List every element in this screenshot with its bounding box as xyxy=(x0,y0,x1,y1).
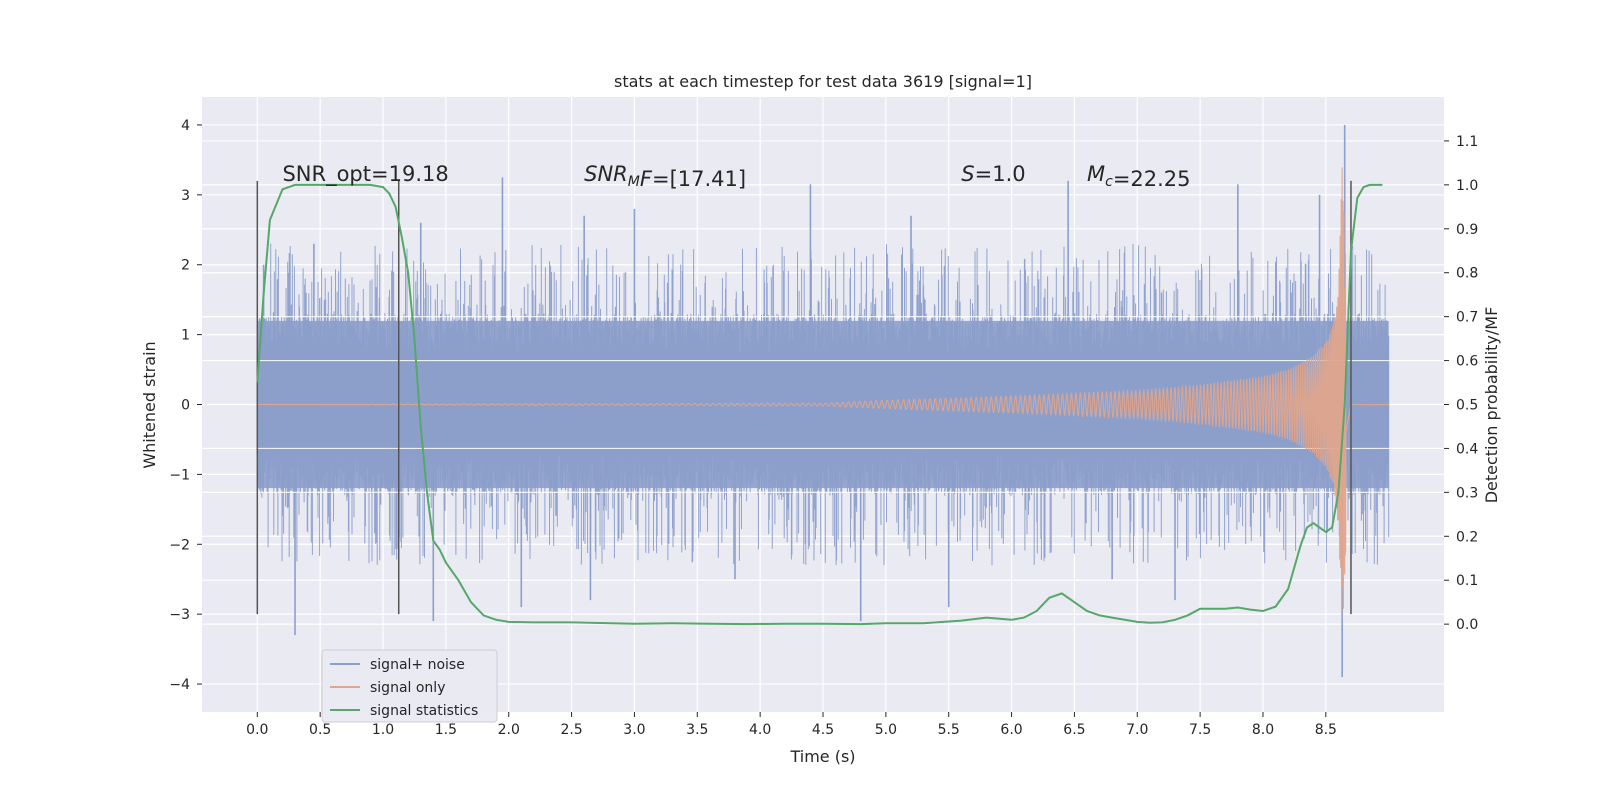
y-left-tick-label: −1 xyxy=(169,467,190,483)
y-right-tick-label: 0.4 xyxy=(1456,441,1478,457)
x-tick-label: 1.5 xyxy=(435,722,457,738)
annotation-0: SNR_opt=19.18 xyxy=(282,162,448,187)
y-right-axis-ticks: 1.1 1.0 0.9 0.8 0.7 0.6 0.5 0.4 0.3 0.2 0.1 0.0 xyxy=(1444,134,1478,633)
annotation-value: =[17.41] xyxy=(652,167,746,191)
y-right-tick-label: 1.0 xyxy=(1456,178,1478,194)
signal-series xyxy=(257,167,1389,618)
legend-box xyxy=(321,649,498,723)
x-tick-label: 5.0 xyxy=(875,722,897,738)
y-right-tick-label: 0.1 xyxy=(1456,573,1478,589)
x-tick-label: 3.0 xyxy=(623,722,645,738)
x-tick-label: 6.5 xyxy=(1063,722,1085,738)
y-left-tick-label: −4 xyxy=(169,677,190,693)
y-left-tick-label: −3 xyxy=(169,607,190,623)
annotation-symbol: S xyxy=(961,162,974,186)
y-right-axis-label: Detection probability/MF xyxy=(1482,307,1501,504)
legend-label: signal statistics xyxy=(370,703,478,719)
y-right-tick-label: 0.0 xyxy=(1456,617,1478,633)
annotations: SNR_opt=19.18 SNRMF=[17.41] S=1.0 Mc=22.25 xyxy=(282,162,1190,191)
annotation-symbol: SNR xyxy=(584,162,628,186)
y-left-axis-label: Whitened strain xyxy=(140,341,159,468)
y-left-axis-ticks: 4 3 2 1 0 −1 −2 −3 −4 xyxy=(169,118,202,693)
annotation-value: =1.0 xyxy=(975,162,1026,186)
x-tick-label: 8.0 xyxy=(1252,722,1274,738)
x-axis-label: Time (s) xyxy=(789,747,855,766)
y-right-tick-label: 0.3 xyxy=(1456,485,1478,501)
x-tick-label: 1.0 xyxy=(372,722,394,738)
annotation-1: SNRMF=[17.41] xyxy=(584,162,746,191)
x-tick-label: 2.0 xyxy=(498,722,520,738)
x-tick-label: 0.5 xyxy=(309,722,331,738)
signal-trace xyxy=(257,167,1389,618)
y-left-tick-label: 1 xyxy=(181,328,190,344)
y-right-tick-label: 0.8 xyxy=(1456,266,1478,282)
annotation-text: SNR_opt=19.18 xyxy=(282,162,448,187)
x-axis-ticks: 0.0 0.5 1.0 1.5 2.0 2.5 3.0 3.5 4.0 4.5 5.0 5.5 6.0 6… xyxy=(246,712,1337,738)
y-left-tick-label: −2 xyxy=(169,537,190,553)
annotation-subscript: c xyxy=(1105,174,1113,190)
stat-series xyxy=(256,183,1383,626)
y-right-tick-label: 0.5 xyxy=(1456,398,1478,414)
annotation-2: S=1.0 xyxy=(961,162,1025,186)
y-left-tick-label: 0 xyxy=(181,398,190,414)
x-tick-label: 0.0 xyxy=(246,722,268,738)
annotation-value: =22.25 xyxy=(1113,167,1191,191)
x-tick-label: 2.5 xyxy=(560,722,582,738)
legend-label: signal only xyxy=(370,680,445,696)
x-tick-label: 7.0 xyxy=(1126,722,1148,738)
y-right-tick-label: 0.2 xyxy=(1456,529,1478,545)
y-right-tick-label: 0.7 xyxy=(1456,310,1478,326)
legend: signal+ noise signal only signal statistic… xyxy=(321,649,498,723)
y-left-tick-label: 2 xyxy=(181,258,190,274)
y-left-tick-label: 4 xyxy=(181,118,190,134)
x-tick-label: 8.5 xyxy=(1315,722,1337,738)
y-right-tick-label: 0.9 xyxy=(1456,222,1478,238)
x-tick-label: 7.5 xyxy=(1189,722,1211,738)
y-right-tick-label: 1.1 xyxy=(1456,134,1478,150)
annotation-3: Mc=22.25 xyxy=(1087,162,1191,191)
annotation-symbol-suffix: F xyxy=(640,167,653,191)
legend-label: signal+ noise xyxy=(370,657,465,673)
y-left-tick-label: 3 xyxy=(181,188,190,204)
annotation-symbol: M xyxy=(1087,162,1105,186)
x-tick-label: 5.5 xyxy=(938,722,960,738)
annotation-subscript: M xyxy=(628,174,640,190)
x-tick-label: 3.5 xyxy=(686,722,708,738)
y-right-tick-label: 0.6 xyxy=(1456,354,1478,370)
x-tick-label: 6.0 xyxy=(1000,722,1022,738)
x-tick-label: 4.5 xyxy=(812,722,834,738)
chart-title: stats at each timestep for test data 361… xyxy=(614,72,1032,91)
stat-trace xyxy=(256,183,1383,626)
x-tick-label: 4.0 xyxy=(749,722,771,738)
